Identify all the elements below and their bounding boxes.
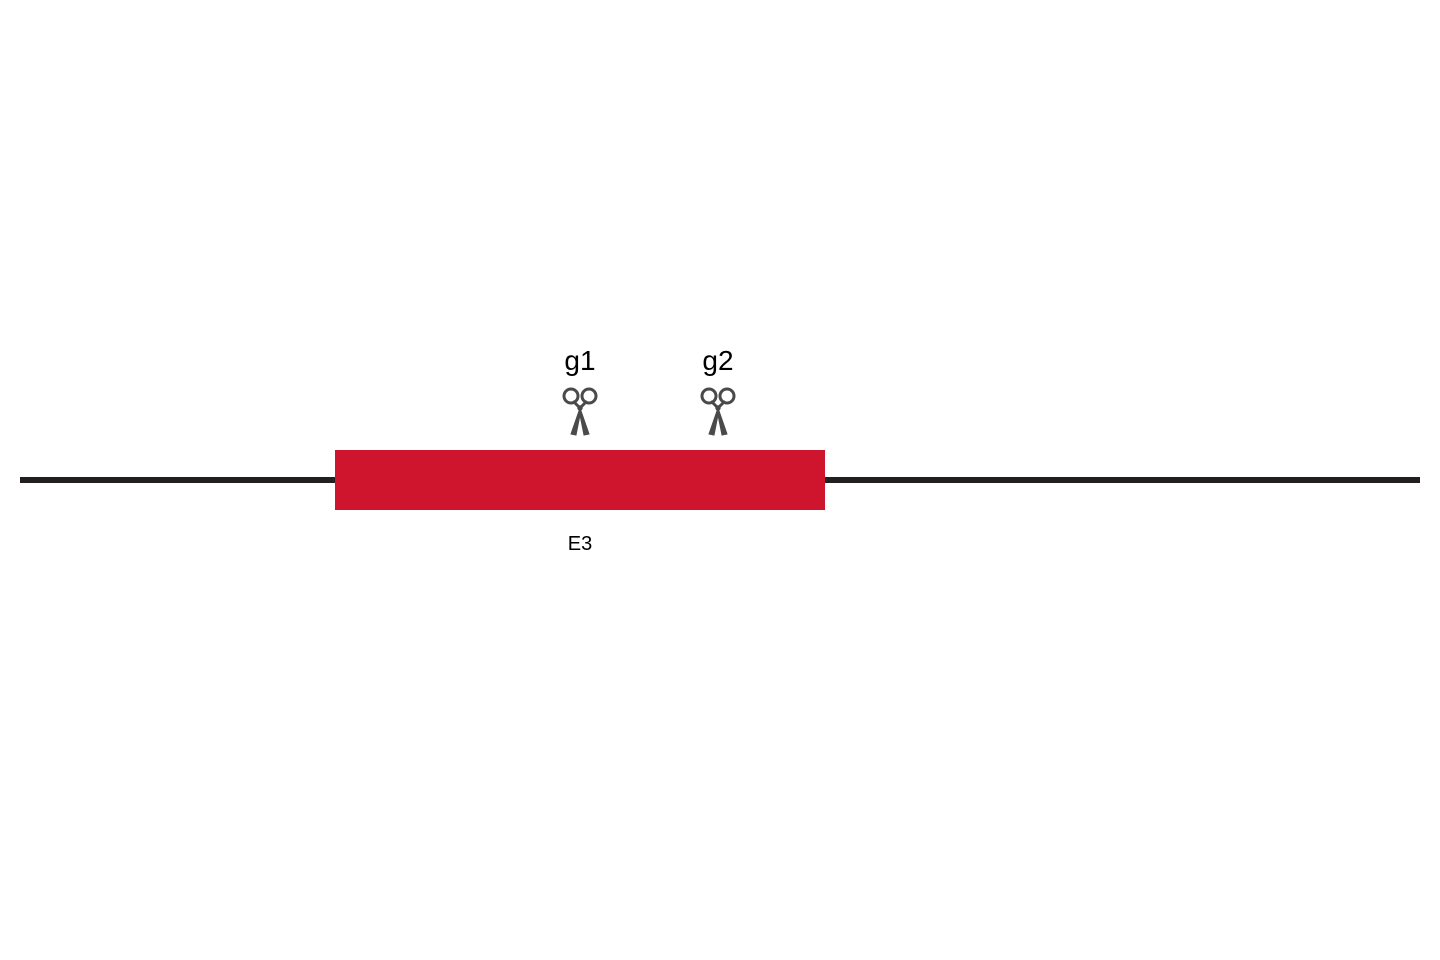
exon-label: E3 — [568, 533, 592, 555]
scissors-icon — [702, 389, 734, 435]
guide-label: g2 — [702, 345, 733, 376]
scissors-icon — [564, 389, 596, 435]
guide-marker: g2 — [702, 345, 734, 435]
guide-label: g1 — [564, 345, 595, 376]
exon-box — [335, 450, 825, 510]
gene-diagram: E3 g1 g2 — [0, 0, 1440, 960]
guide-marker: g1 — [564, 345, 596, 435]
